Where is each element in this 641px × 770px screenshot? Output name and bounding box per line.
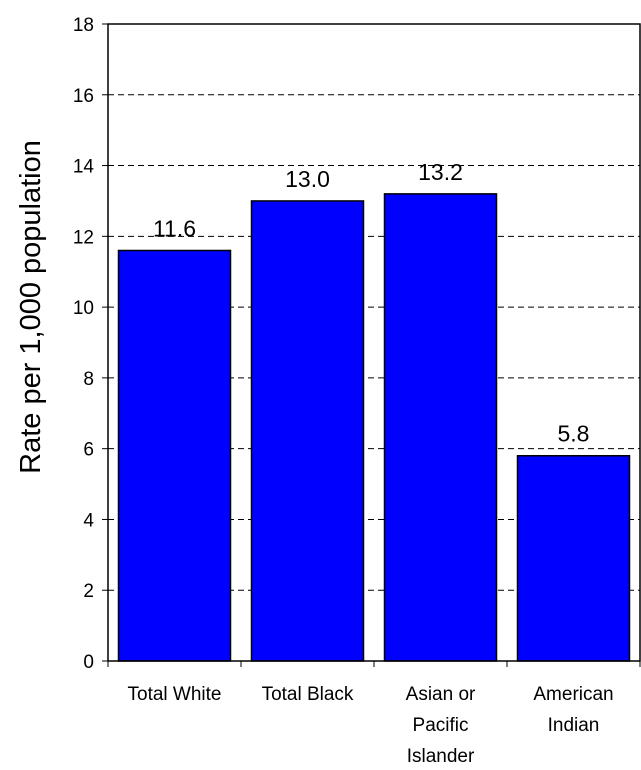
y-tick-label: 16 xyxy=(73,86,94,107)
data-label: 13.0 xyxy=(285,166,330,192)
y-tick-label: 18 xyxy=(73,15,94,36)
y-tick-label: 8 xyxy=(83,369,94,390)
y-axis: 0 2 4 6 8 10 12 14 16 18 xyxy=(73,15,108,673)
data-labels: 11.6 13.0 13.2 5.8 xyxy=(153,159,590,447)
bar xyxy=(383,193,498,662)
y-tick-label: 14 xyxy=(73,157,95,178)
y-axis-title: Rate per 1,000 population xyxy=(15,140,47,474)
y-tick-label: 12 xyxy=(73,227,94,248)
x-tick-label: Total White xyxy=(128,684,222,705)
y-tick-label: 0 xyxy=(83,652,94,673)
bar xyxy=(117,249,232,662)
data-label: 5.8 xyxy=(558,421,590,447)
y-tick-label: 6 xyxy=(83,440,94,461)
bar xyxy=(250,200,365,662)
data-label: 13.2 xyxy=(418,159,463,185)
x-axis: Total White Total Black Asian or Pacific Isl… xyxy=(107,661,641,767)
x-tick-label: Asian or Pacific Islander xyxy=(406,684,476,767)
x-tick-label: Total Black xyxy=(262,684,354,705)
data-label: 11.6 xyxy=(153,215,196,241)
bars xyxy=(117,193,631,662)
bar xyxy=(516,454,631,662)
y-tick-label: 4 xyxy=(83,510,94,531)
y-tick-label: 10 xyxy=(73,298,94,319)
x-tick-label: American Indian xyxy=(533,684,613,736)
y-tick-label: 2 xyxy=(83,581,94,602)
